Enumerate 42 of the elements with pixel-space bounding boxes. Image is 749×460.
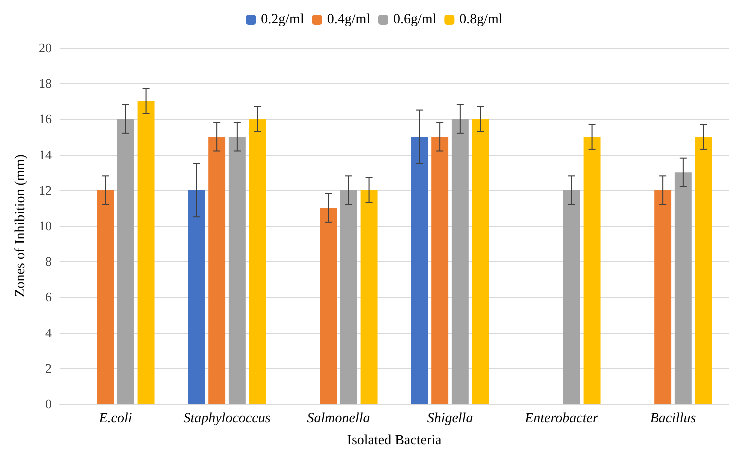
- legend-label: 0.2g/ml: [261, 12, 304, 28]
- bar: [654, 190, 672, 404]
- bar: [340, 190, 358, 404]
- x-tick-label: Salmonella: [307, 412, 370, 426]
- legend-label: 0.6g/ml: [394, 12, 437, 28]
- bar: [411, 137, 428, 404]
- bar: [320, 208, 338, 404]
- y-tick-label: 4: [46, 325, 52, 340]
- legend-label: 0.8g/ml: [460, 12, 503, 28]
- bar: [584, 137, 601, 404]
- y-tick-label: 10: [39, 218, 52, 234]
- bar: [360, 190, 378, 404]
- bar: [97, 190, 114, 404]
- x-tick-label: Bacillus: [650, 412, 697, 426]
- y-tick-label: 0: [46, 396, 52, 412]
- x-tick-label: Enterobacter: [524, 412, 599, 426]
- x-tick-label: Shigella: [427, 412, 474, 426]
- legend-label: 0.4g/ml: [327, 12, 371, 28]
- y-tick-label: 16: [39, 112, 52, 127]
- x-tick-label: Staphylococcus: [184, 412, 272, 426]
- bar: [138, 101, 155, 404]
- x-axis-title: Isolated Bacteria: [347, 434, 443, 448]
- y-tick-label: 14: [39, 147, 52, 162]
- bar: [452, 119, 469, 404]
- x-tick-label: E.coli: [98, 412, 132, 426]
- bar: [563, 190, 580, 404]
- y-tick-label: 18: [39, 76, 52, 92]
- bar: [472, 119, 490, 404]
- bar: [228, 137, 246, 404]
- bar: [188, 190, 206, 404]
- y-tick-label: 2: [46, 360, 52, 376]
- bar: [674, 172, 692, 404]
- y-tick-label: 6: [46, 290, 52, 305]
- bar: [432, 137, 449, 404]
- y-axis-title: Zones of Inhibition (mm): [14, 154, 28, 298]
- y-tick-label: 8: [46, 254, 52, 270]
- y-tick-label: 12: [39, 182, 52, 198]
- bar: [117, 119, 134, 404]
- y-tick-label: 20: [39, 40, 52, 56]
- bar: [208, 137, 226, 404]
- bar: [249, 119, 266, 404]
- bar: [695, 137, 712, 404]
